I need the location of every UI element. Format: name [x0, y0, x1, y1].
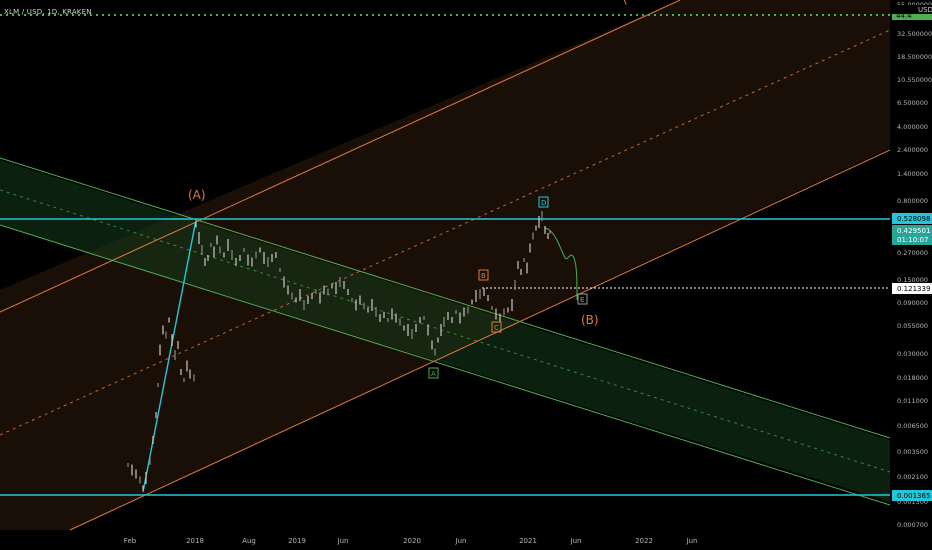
impulse-line: [142, 219, 197, 493]
wave-box-b: B: [478, 269, 489, 281]
time-tick-label: 2021: [519, 537, 537, 545]
price-candles: [127, 211, 551, 491]
wave-label-d: D: [541, 199, 546, 207]
green-channel-median-line: [0, 189, 891, 473]
time-tick-label: 2018: [186, 537, 204, 545]
price-tick-label: 0.011000: [897, 397, 928, 405]
green-channel-fill: [0, 160, 890, 502]
time-tick-label: 2020: [403, 537, 421, 545]
usd-label: USD: [890, 5, 932, 14]
time-tick-label: 2022: [635, 537, 653, 545]
usd-unit-text: USD: [918, 6, 932, 14]
price-tick-label: 0.055000: [897, 322, 928, 330]
last-value-text: 0.121339: [897, 285, 930, 293]
projection-path: [544, 227, 578, 301]
wave-box-e: E: [577, 293, 588, 305]
support-badge[interactable]: 0.001365: [892, 490, 932, 501]
last-value-badge[interactable]: 0.121339: [892, 283, 932, 294]
wave-label-A-big: (A): [188, 188, 206, 202]
orange-channel-upper-line: [0, 0, 681, 313]
price-axis-background: [890, 0, 932, 550]
time-tick-label: Jun: [570, 537, 582, 545]
time-tick-label: Aug: [242, 537, 256, 545]
time-tick-label: Jun: [686, 537, 698, 545]
time-tick-label: Jun: [455, 537, 467, 545]
price-tick-label: 0.000700: [897, 521, 928, 529]
time-tick-label: Feb: [124, 537, 137, 545]
current-price-value: 0.429501: [897, 227, 930, 235]
wave-label-a: A: [431, 370, 436, 378]
wave-label-e: E: [580, 296, 584, 304]
price-tick-label: 2.400000: [897, 146, 928, 154]
resistance-badge[interactable]: 0.528098: [892, 213, 932, 224]
price-tick-label: 0.030000: [897, 350, 928, 358]
orange-channel-lower-line: [69, 149, 891, 531]
price-tick-label: 10.550000: [897, 76, 932, 84]
price-tick-label: 0.001300: [897, 498, 928, 506]
wave-label-b: B: [481, 272, 486, 280]
price-tick-label: 4.000000: [897, 123, 928, 131]
green-channel-upper-line: [0, 157, 891, 439]
time-tick-label: 2019: [288, 537, 306, 545]
price-tick-label: 0.003500: [897, 448, 928, 456]
price-tick-label: 18.500000: [897, 53, 932, 61]
wave-box-c: C: [491, 321, 502, 333]
wave-label-c: C: [494, 324, 499, 332]
price-tick-label: 0.800000: [897, 197, 928, 205]
time-axis[interactable]: Feb 2018 Aug 2019 Jun 2020 Jun 2021 Jun 2022 Jun: [124, 537, 698, 545]
resistance-value: 0.528098: [897, 215, 930, 223]
price-tick-label: 1.400000: [897, 170, 928, 178]
price-tick-label: 0.270000: [897, 249, 928, 257]
wave-box-d: D: [538, 196, 549, 208]
price-tick-label: 32.500000: [897, 30, 932, 38]
time-tick-label: Jun: [337, 537, 349, 545]
symbol-title[interactable]: XLM / USD, 1D, KRAKEN: [4, 8, 92, 16]
price-tick-label: 0.150000: [897, 276, 928, 284]
price-axis[interactable]: 55.00000032.50000018.50000010.5500006.50…: [890, 0, 932, 550]
price-tick-label: 0.006500: [897, 422, 928, 430]
wave-box-a: A: [428, 367, 439, 379]
orange-channel-fill: [0, 0, 890, 530]
green-channel-lower-line: [0, 224, 891, 506]
price-tick-label: 0.018000: [897, 374, 928, 382]
price-tick-label: 6.500000: [897, 99, 928, 107]
top-line-value: 44.4: [896, 12, 912, 20]
wave-label-top-cut: (: [623, 0, 628, 6]
support-value: 0.001365: [897, 492, 930, 500]
orange-channel-median-line: [0, 29, 891, 436]
top-line-badge[interactable]: 44.4: [892, 10, 932, 20]
price-tick-label: 0.002100: [897, 473, 928, 481]
price-tick-label: 0.090000: [897, 299, 928, 307]
wave-label-B-big: (B): [581, 313, 599, 327]
current-price-badge[interactable]: 0.429501 01:10:07: [892, 225, 932, 245]
countdown-value: 01:10:07: [897, 236, 928, 244]
